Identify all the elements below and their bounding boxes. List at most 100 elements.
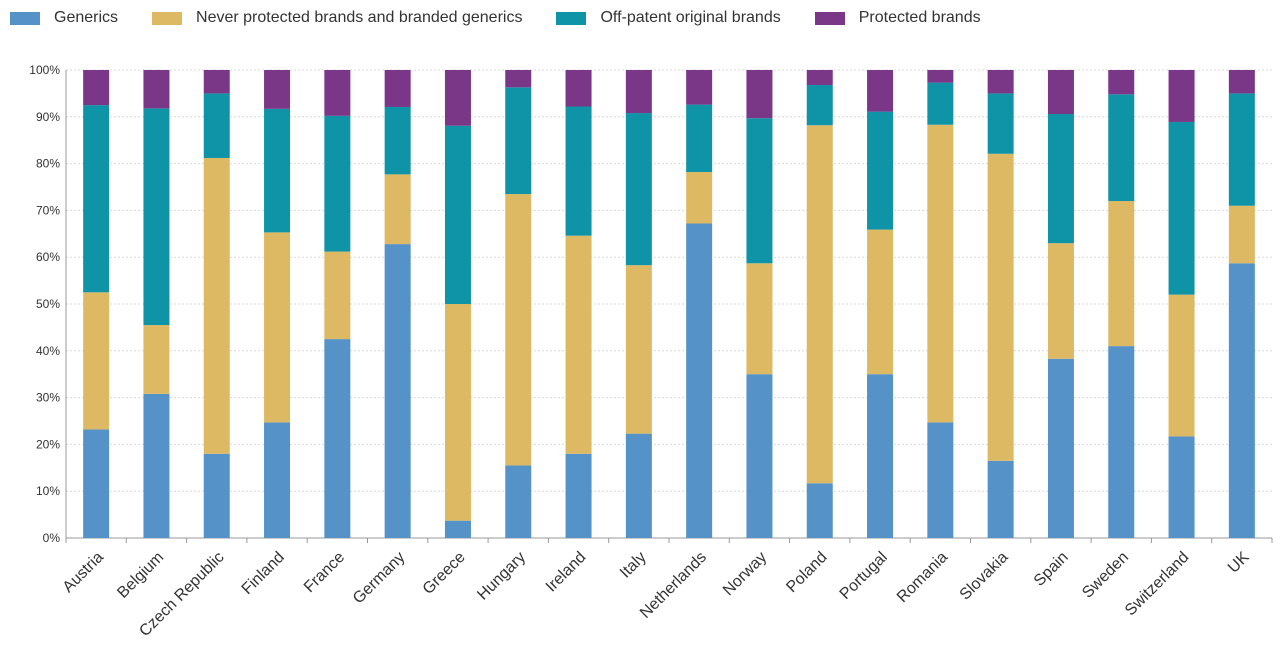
- legend-label: Never protected brands and branded gener…: [196, 9, 523, 26]
- y-tick-label: 100%: [29, 63, 60, 77]
- bar-segment-protected-brands: [83, 70, 110, 106]
- bar-segment-generics: [1108, 346, 1135, 538]
- bar-segment-generics: [143, 393, 170, 538]
- bar-segment-protected-brands: [987, 70, 1014, 94]
- bar-segment-generics: [686, 223, 713, 538]
- bar-segment-never-protected-brands-and-branded-generics: [686, 172, 713, 224]
- bar-segment-generics: [1047, 358, 1074, 538]
- bar-segment-generics: [384, 244, 411, 538]
- x-category-label: Greece: [420, 549, 469, 598]
- x-category-label: Switzerland: [1122, 549, 1193, 620]
- bar-segment-off-patent-original-brands: [203, 93, 230, 158]
- bar-segment-generics: [927, 422, 954, 538]
- y-tick-label: 70%: [36, 203, 60, 217]
- bar-segment-never-protected-brands-and-branded-generics: [143, 325, 170, 394]
- legend-swatch: [556, 11, 587, 25]
- x-category-label: Romania: [894, 549, 951, 606]
- bar-segment-protected-brands: [384, 70, 411, 107]
- bar-segment-generics: [987, 460, 1014, 538]
- bar-segment-off-patent-original-brands: [1047, 113, 1074, 244]
- bar-segment-off-patent-original-brands: [746, 118, 773, 264]
- y-tick-label: 50%: [36, 297, 60, 311]
- bar-segment-never-protected-brands-and-branded-generics: [444, 304, 471, 521]
- bar-segment-protected-brands: [143, 70, 170, 109]
- bar-segment-off-patent-original-brands: [686, 104, 713, 173]
- bar-segment-protected-brands: [1228, 70, 1255, 94]
- bar-segment-never-protected-brands-and-branded-generics: [746, 263, 773, 375]
- bar-segment-protected-brands: [1108, 70, 1135, 95]
- bar-segment-never-protected-brands-and-branded-generics: [806, 125, 833, 484]
- legend-label: Generics: [54, 9, 119, 26]
- bar-segment-protected-brands: [444, 70, 471, 126]
- x-category-label: Sweden: [1079, 549, 1132, 602]
- bar-segment-generics: [444, 520, 471, 538]
- legend-label: Off-patent original brands: [600, 9, 781, 26]
- bar-segment-generics: [324, 339, 351, 538]
- x-category-label: Norway: [720, 549, 770, 599]
- x-category-label: Portugal: [837, 549, 891, 603]
- x-category-label: Hungary: [474, 549, 529, 604]
- bar-segment-generics: [806, 483, 833, 538]
- bar-segment-protected-brands: [746, 70, 773, 119]
- bar-segment-protected-brands: [264, 70, 291, 109]
- legend-swatch: [152, 11, 183, 25]
- bar-segment-off-patent-original-brands: [444, 125, 471, 304]
- legend-item-off-patent-original-brands: Off-patent original brands: [556, 9, 781, 27]
- bar-segment-generics: [203, 453, 230, 538]
- chart-legend: Generics Never protected brands and brand…: [10, 6, 1015, 30]
- y-tick-label: 40%: [36, 344, 60, 358]
- y-tick-label: 0%: [43, 531, 61, 545]
- x-category-label: Germany: [350, 549, 409, 608]
- bar-segment-never-protected-brands-and-branded-generics: [1047, 243, 1074, 359]
- bar-segment-never-protected-brands-and-branded-generics: [384, 174, 411, 245]
- y-tick-label: 90%: [36, 110, 60, 124]
- bar-segment-protected-brands: [505, 70, 532, 88]
- legend-item-protected-brands: Protected brands: [814, 9, 981, 27]
- y-tick-label: 80%: [36, 157, 60, 171]
- bar-segment-generics: [1168, 436, 1195, 538]
- bar-segment-protected-brands: [686, 70, 713, 105]
- bar-segment-off-patent-original-brands: [505, 87, 532, 195]
- bar-segment-off-patent-original-brands: [264, 108, 291, 233]
- x-category-label: Poland: [783, 549, 830, 596]
- bar-segment-generics: [505, 465, 532, 538]
- bar-segment-off-patent-original-brands: [987, 93, 1014, 154]
- bar-segment-generics: [746, 374, 773, 538]
- bar-segment-never-protected-brands-and-branded-generics: [1168, 294, 1195, 437]
- bar-segment-off-patent-original-brands: [1108, 94, 1135, 202]
- x-category-label: Spain: [1031, 549, 1072, 590]
- bar-segment-protected-brands: [867, 70, 894, 112]
- x-category-label: Slovakia: [957, 549, 1012, 604]
- bar-segment-off-patent-original-brands: [625, 113, 652, 266]
- x-category-label: Belgium: [114, 549, 167, 602]
- bar-segment-generics: [625, 433, 652, 538]
- bar-segment-never-protected-brands-and-branded-generics: [203, 157, 230, 454]
- bar-segment-protected-brands: [1168, 70, 1195, 122]
- x-category-label: France: [301, 549, 348, 596]
- legend-swatch: [10, 11, 40, 25]
- legend-label: Protected brands: [858, 9, 981, 26]
- x-category-label: Austria: [60, 549, 107, 596]
- bar-segment-never-protected-brands-and-branded-generics: [264, 232, 291, 423]
- bar-segment-off-patent-original-brands: [565, 106, 592, 236]
- bar-segment-never-protected-brands-and-branded-generics: [867, 229, 894, 375]
- bar-segment-generics: [264, 422, 291, 538]
- bar-segment-off-patent-original-brands: [806, 84, 833, 126]
- bar-segment-generics: [1228, 263, 1255, 538]
- bar-segment-protected-brands: [203, 70, 230, 94]
- legend-item-never-protected-brands-and-branded-generics: Never protected brands and branded gener…: [152, 9, 522, 27]
- bar-segment-protected-brands: [927, 70, 954, 83]
- legend-item-generics: Generics: [10, 9, 118, 27]
- x-category-label: Ireland: [543, 549, 590, 596]
- y-tick-label: 60%: [36, 250, 60, 264]
- bar-segment-never-protected-brands-and-branded-generics: [83, 292, 110, 430]
- bar-segment-never-protected-brands-and-branded-generics: [1108, 201, 1135, 347]
- bar-segment-protected-brands: [806, 70, 833, 85]
- x-category-label: Finland: [239, 549, 288, 598]
- bar-segment-off-patent-original-brands: [83, 105, 110, 293]
- bar-segment-generics: [867, 374, 894, 538]
- x-category-label: UK: [1225, 549, 1253, 577]
- bar-segment-off-patent-original-brands: [1168, 121, 1195, 295]
- bar-segment-never-protected-brands-and-branded-generics: [927, 124, 954, 423]
- bar-segment-protected-brands: [625, 70, 652, 114]
